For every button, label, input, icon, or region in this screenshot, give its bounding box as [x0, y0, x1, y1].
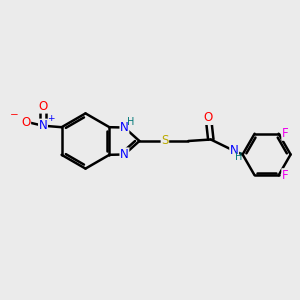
Text: F: F — [282, 127, 289, 140]
Text: N: N — [120, 121, 129, 134]
Text: −: − — [10, 110, 19, 120]
Text: O: O — [38, 100, 48, 113]
Text: O: O — [21, 116, 31, 129]
Text: H: H — [235, 152, 242, 162]
Text: N: N — [39, 119, 47, 132]
Text: N: N — [230, 144, 239, 158]
Text: +: + — [47, 114, 55, 123]
Text: H: H — [127, 117, 135, 127]
Text: O: O — [204, 111, 213, 124]
Text: S: S — [161, 134, 169, 148]
Text: F: F — [282, 169, 289, 182]
Text: N: N — [120, 148, 129, 161]
